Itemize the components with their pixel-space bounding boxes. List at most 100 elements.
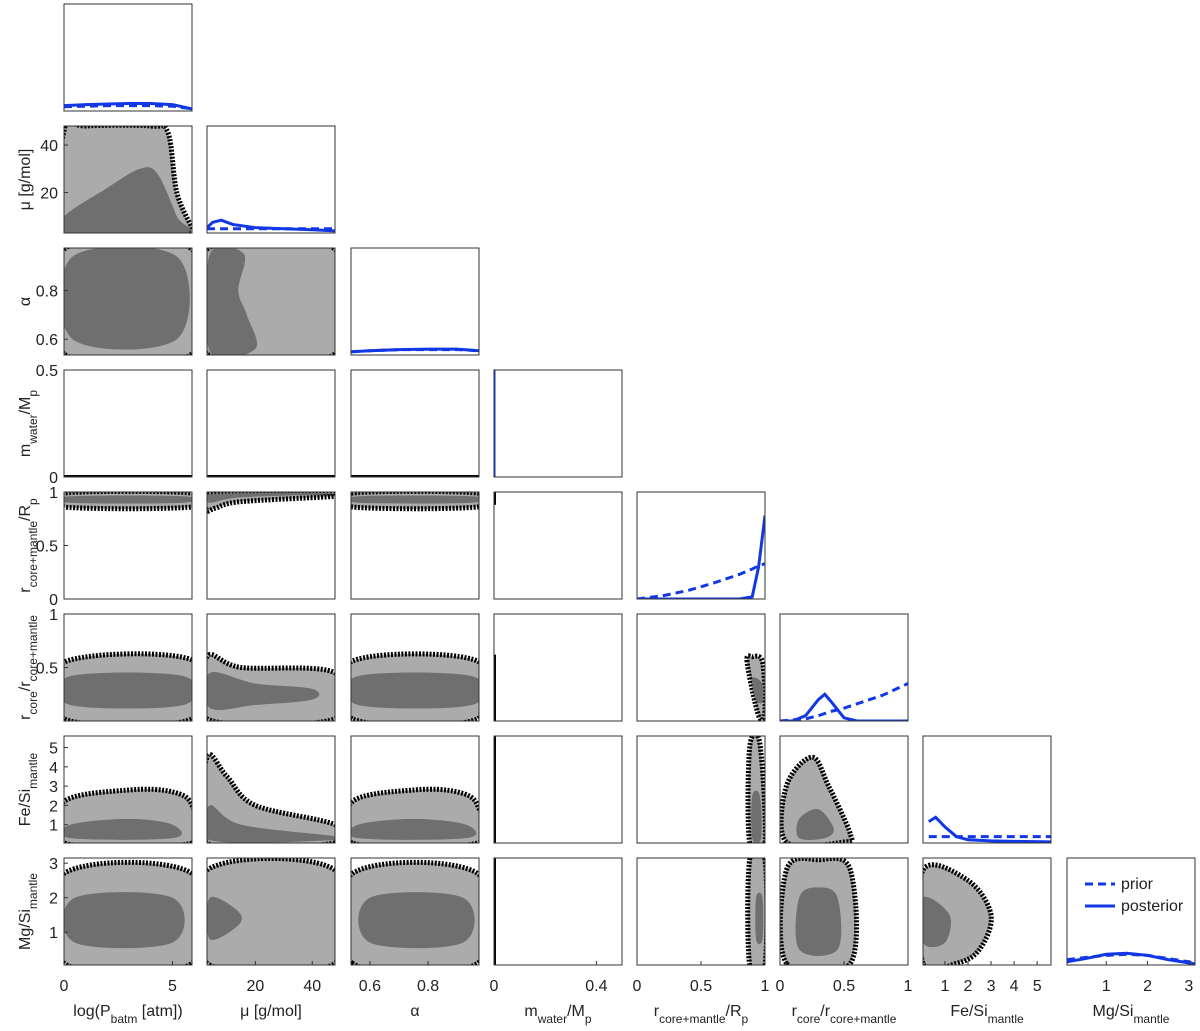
- panel-frame: [206, 857, 336, 966]
- density-curve: [351, 347, 479, 354]
- panel-frame: [206, 613, 336, 722]
- inner-contour: [358, 892, 475, 949]
- outer-contour: [207, 858, 335, 965]
- label-subscript: core: [26, 691, 40, 715]
- panel-frame: [206, 369, 336, 478]
- x-axis-label: rcore/rcore+mantle: [792, 1003, 897, 1026]
- y-tick-label: 1: [49, 925, 58, 942]
- label-subscript: core+mantle: [26, 615, 40, 682]
- inner-contour: [207, 672, 320, 711]
- y-tick-label: 0.5: [36, 363, 58, 380]
- y-tick-label: 5: [49, 741, 58, 758]
- inner-contour: [64, 892, 185, 949]
- x-tick-label: 0: [633, 978, 642, 995]
- panel: [745, 736, 765, 843]
- panel-frame: [493, 857, 623, 966]
- panel-frame: [1066, 857, 1196, 966]
- panel: [64, 102, 192, 111]
- legend-label: prior: [1121, 876, 1154, 893]
- label-subscript: p: [26, 390, 40, 397]
- panel: [351, 786, 479, 843]
- inner-contour: [64, 248, 190, 350]
- x-tick-label: 0.5: [833, 978, 855, 995]
- density-curve: [64, 104, 192, 111]
- density-curve: [780, 692, 908, 721]
- panel-frame: [493, 735, 623, 844]
- x-tick-label: 5: [168, 978, 177, 995]
- panel: [207, 218, 335, 233]
- density-curve: [780, 682, 908, 721]
- x-tick-label: 2: [1143, 978, 1152, 995]
- y-axis-label: Mg/Simantle: [17, 873, 40, 950]
- label-text: m: [17, 444, 34, 457]
- panel-frame: [493, 491, 623, 600]
- x-tick-label: 1: [1102, 978, 1111, 995]
- x-tick-label: 0.6: [359, 978, 381, 995]
- density-curve: [637, 562, 765, 599]
- label-subscript: p: [742, 1012, 749, 1026]
- inner-contour: [64, 672, 192, 709]
- x-tick-label: 0: [60, 978, 69, 995]
- label-text: /R: [17, 505, 34, 521]
- x-axis-label: rcore+mantle/Rp: [654, 1003, 749, 1026]
- panel-frame: [206, 491, 336, 600]
- panel: [780, 754, 855, 843]
- panel-frame: [493, 613, 623, 722]
- y-axis-label: mwater/Mp: [17, 390, 40, 457]
- label-subscript: batm: [111, 1012, 138, 1026]
- panel: [1067, 951, 1195, 965]
- x-axis-label: α: [410, 1003, 419, 1020]
- label-text: /M: [17, 397, 34, 415]
- panel-frame: [63, 125, 193, 234]
- inner-contour: [796, 809, 834, 841]
- y-tick-label: 0.6: [36, 332, 58, 349]
- inner-contour: [351, 672, 479, 709]
- x-tick-label: 0: [490, 978, 499, 995]
- label-text: r: [654, 1003, 660, 1020]
- inner-contour: [207, 492, 335, 503]
- panel-frame: [350, 857, 480, 966]
- x-tick-label: 1: [940, 978, 949, 995]
- y-tick-label: 3: [49, 856, 58, 873]
- panel-frame: [206, 735, 336, 844]
- inner-contour: [207, 248, 258, 355]
- label-subscript: mantle: [1133, 1012, 1169, 1026]
- panel-frame: [63, 857, 193, 966]
- label-text: /r: [17, 681, 34, 691]
- x-tick-label: 0.4: [585, 978, 607, 995]
- y-axis-label: μ [g/mol]: [17, 149, 34, 211]
- y-tick-label: 1: [49, 607, 58, 624]
- inner-contour: [207, 896, 242, 941]
- label-text: r: [17, 587, 34, 593]
- inner-contour: [755, 892, 764, 945]
- label-text: /R: [726, 1003, 742, 1020]
- inner-contour: [923, 896, 951, 948]
- label-text: Mg/Si: [17, 909, 34, 950]
- panel-frame: [922, 857, 1052, 966]
- panel: [207, 751, 335, 843]
- label-text: μ [g/mol]: [17, 149, 34, 211]
- panel-frame: [350, 735, 480, 844]
- panel: [780, 682, 908, 721]
- legend-box: [1077, 868, 1185, 922]
- y-tick-label: 20: [40, 186, 58, 203]
- x-tick-label: 5: [1033, 978, 1042, 995]
- panel-frame: [63, 3, 193, 112]
- panel: [207, 492, 335, 514]
- y-tick-label: 40: [40, 138, 58, 155]
- panel: [744, 653, 765, 721]
- inner-contour: [351, 818, 477, 840]
- x-tick-label: 1: [904, 978, 913, 995]
- panel-frame: [636, 613, 766, 722]
- panel: [64, 786, 192, 843]
- y-tick-label: 1: [49, 485, 58, 502]
- x-tick-label: 3: [987, 978, 996, 995]
- panel-frame: [350, 491, 480, 600]
- x-axis-label: μ [g/mol]: [240, 1003, 302, 1020]
- density-curve: [207, 218, 335, 233]
- label-subscript: p: [585, 1012, 592, 1026]
- label-subscript: mantle: [988, 1012, 1024, 1026]
- label-subscript: core+mantle: [830, 1012, 897, 1026]
- panel: [923, 862, 994, 965]
- panel-frame: [350, 613, 480, 722]
